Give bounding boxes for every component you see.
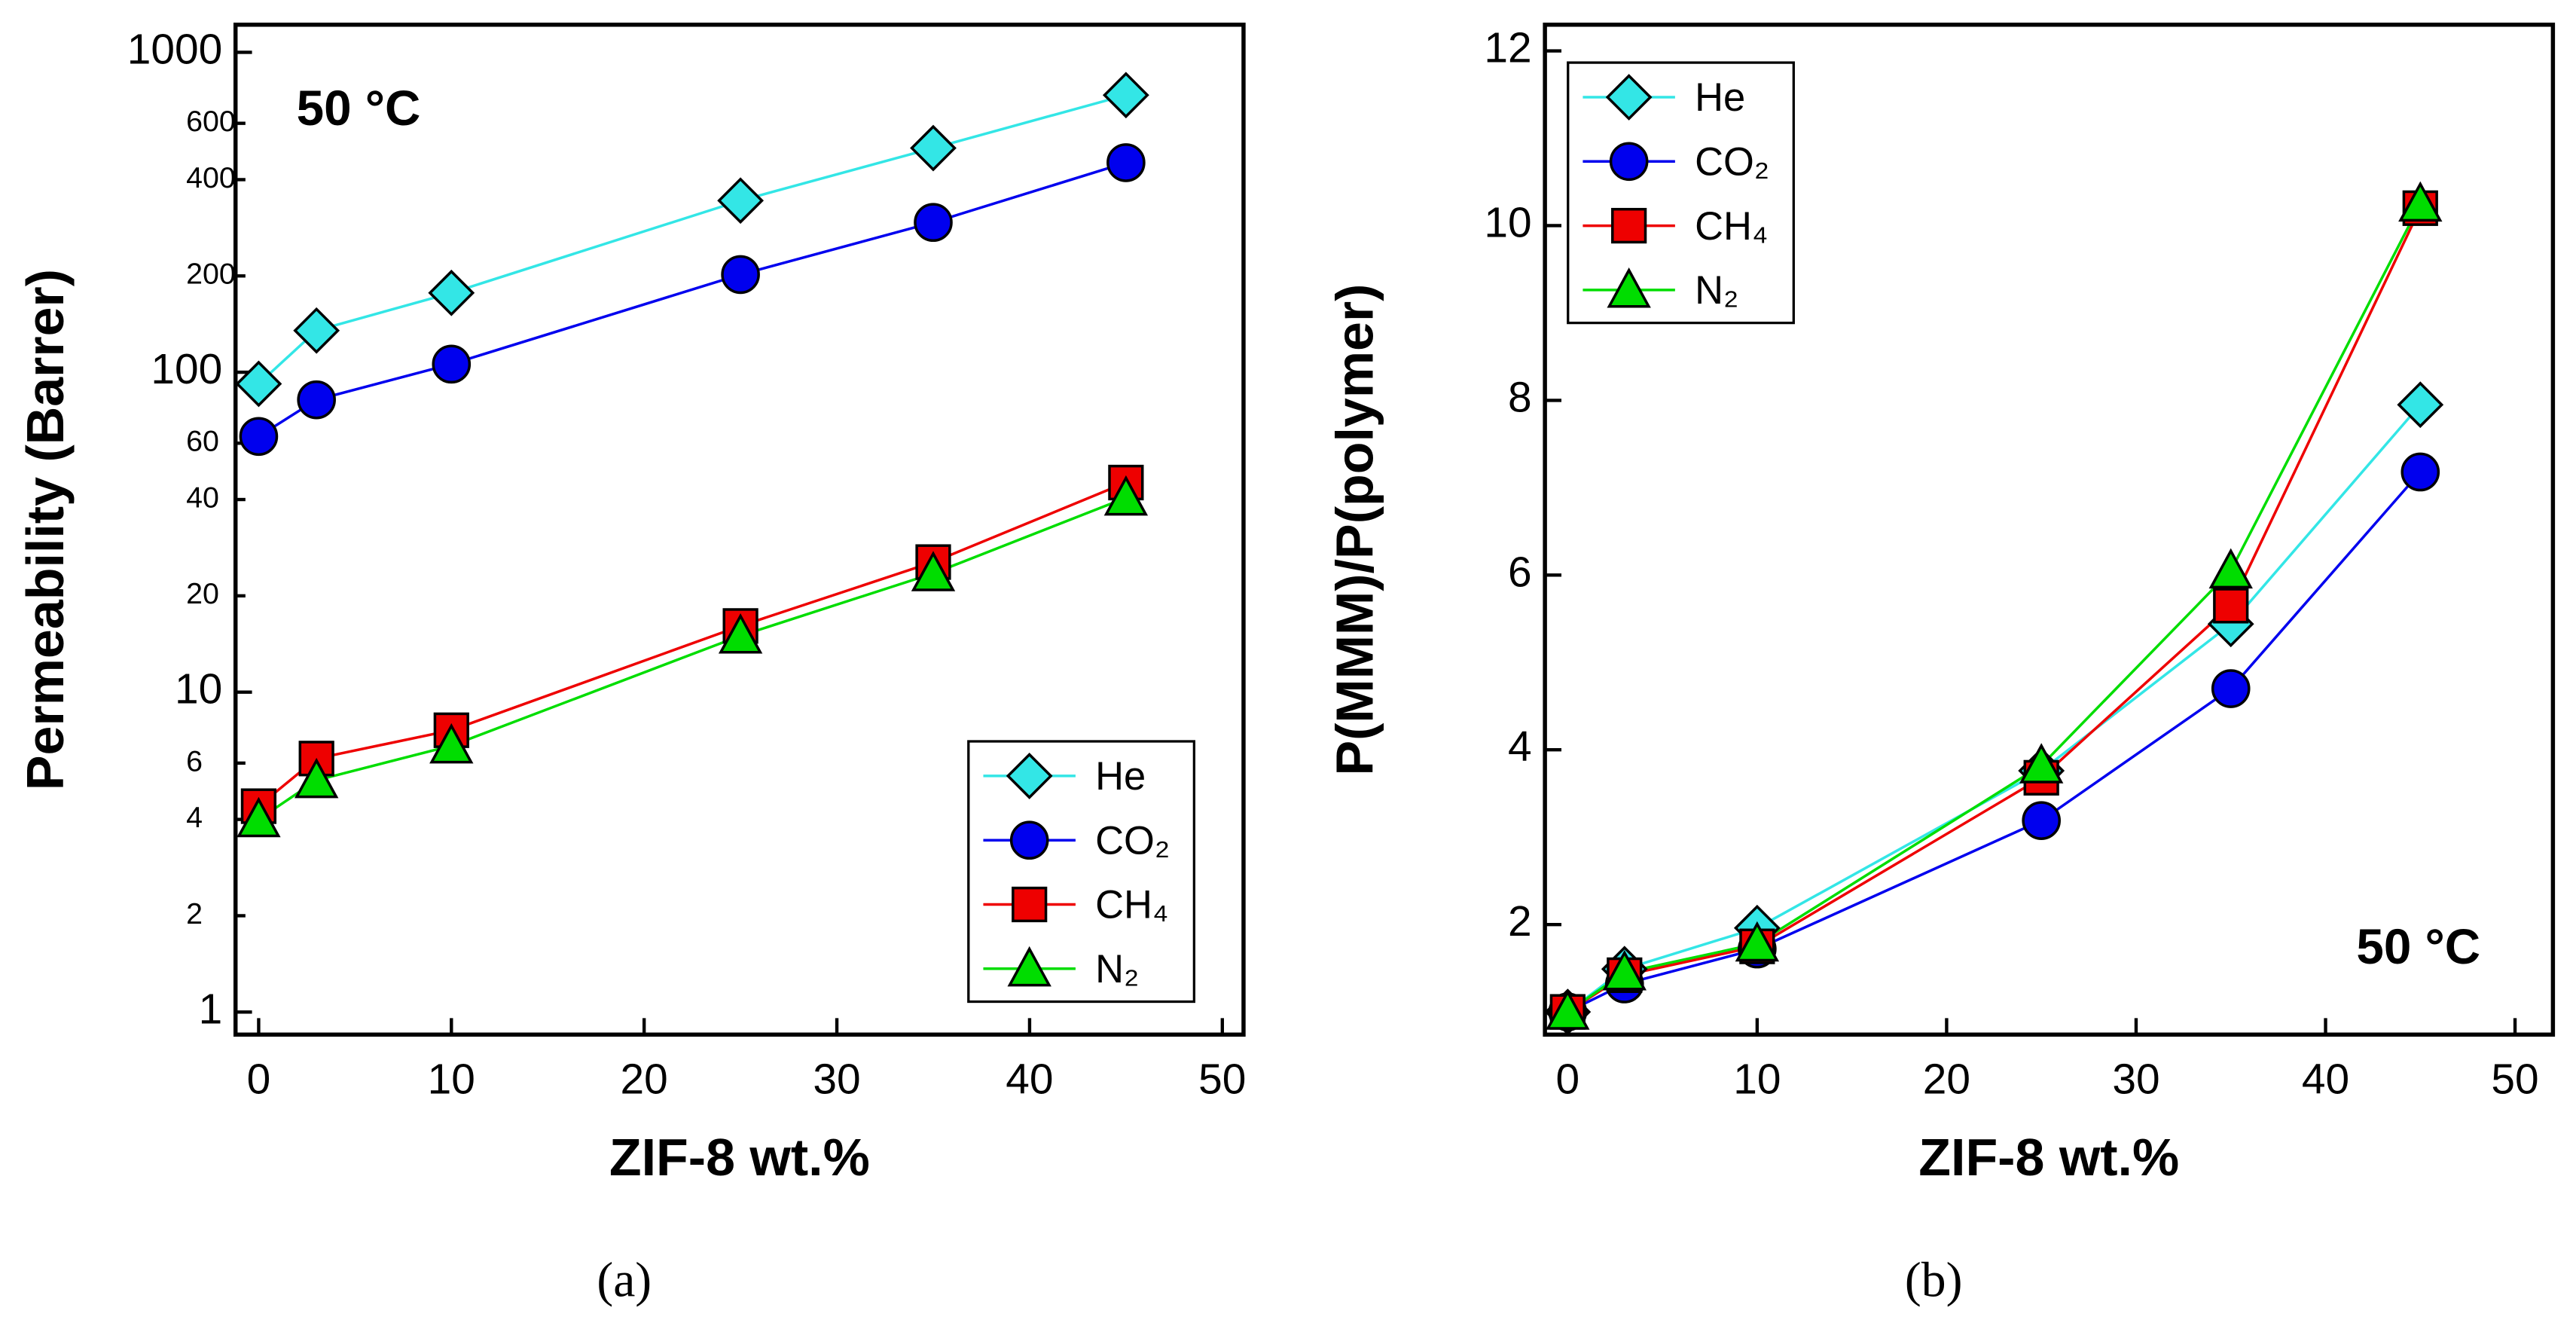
marker xyxy=(1106,143,1146,182)
marker xyxy=(717,177,765,225)
plot-frame xyxy=(1543,23,2556,1037)
marker xyxy=(2213,588,2249,624)
marker xyxy=(1546,989,1590,1030)
marker xyxy=(2022,801,2061,840)
y-tick-label: 10 xyxy=(175,666,222,713)
x-tick-label: 20 xyxy=(621,1056,668,1104)
y-tick-label: 100 xyxy=(151,346,222,393)
marker xyxy=(1012,886,1048,923)
x-tick-label: 30 xyxy=(813,1056,860,1104)
series-line xyxy=(258,93,1127,385)
marker xyxy=(237,796,281,838)
y-tick-label: 200 xyxy=(186,258,236,291)
marker xyxy=(293,307,340,354)
y-tick-label: 20 xyxy=(186,577,219,610)
y-tick-label: 4 xyxy=(186,801,203,834)
marker xyxy=(1605,74,1653,121)
x-tick-label: 20 xyxy=(1923,1056,1970,1104)
marker xyxy=(914,203,953,243)
marker xyxy=(235,360,282,408)
legend-label: N₂ xyxy=(1095,947,1139,991)
legend-label: He xyxy=(1095,754,1146,799)
marker xyxy=(297,380,336,420)
y-axis-label: Permeability (Barrer) xyxy=(16,269,75,790)
x-tick-label: 50 xyxy=(2491,1056,2538,1104)
x-tick-label: 50 xyxy=(1198,1056,1246,1104)
marker xyxy=(1007,946,1051,987)
legend-label: CO₂ xyxy=(1695,140,1769,185)
annotation: 50 °C xyxy=(2356,919,2480,974)
legend-box xyxy=(1567,61,1795,325)
marker xyxy=(1006,753,1053,799)
x-tick-label: 10 xyxy=(428,1056,475,1104)
marker xyxy=(910,124,957,172)
y-tick-label: 2 xyxy=(1508,898,1532,946)
legend-box xyxy=(967,740,1195,1004)
legend-label: CO₂ xyxy=(1095,818,1170,863)
marker xyxy=(428,269,475,316)
marker xyxy=(1611,207,1647,244)
series-line xyxy=(258,161,1127,438)
marker xyxy=(1009,820,1049,860)
y-tick-label: 2 xyxy=(186,897,203,930)
y-tick-label: 12 xyxy=(1484,25,1531,72)
legend-label: N₂ xyxy=(1695,268,1738,313)
x-tick-label: 30 xyxy=(2112,1056,2159,1104)
caption: (a) xyxy=(597,1254,652,1308)
marker xyxy=(239,417,279,457)
annotation: 50 °C xyxy=(297,81,421,136)
caption: (b) xyxy=(1905,1254,1962,1308)
y-tick-label: 4 xyxy=(1508,723,1532,771)
marker xyxy=(2397,381,2444,429)
y-tick-label: 6 xyxy=(1508,548,1532,596)
plot-frame xyxy=(233,23,1246,1037)
y-tick-label: 10 xyxy=(1484,200,1531,247)
marker xyxy=(1609,142,1649,182)
marker xyxy=(1103,475,1149,516)
y-tick-label: 1000 xyxy=(127,26,222,73)
marker xyxy=(718,613,763,654)
x-tick-label: 10 xyxy=(1733,1056,1781,1104)
y-tick-label: 400 xyxy=(186,161,236,194)
y-tick-label: 600 xyxy=(186,105,236,138)
y-tick-label: 60 xyxy=(186,425,219,458)
marker xyxy=(429,723,474,764)
marker xyxy=(911,551,956,591)
y-tick-label: 6 xyxy=(186,744,203,778)
marker xyxy=(2401,452,2440,492)
x-tick-label: 0 xyxy=(247,1056,271,1104)
marker xyxy=(1102,72,1149,119)
marker xyxy=(2019,743,2064,784)
x-axis-label: ZIF-8 wt.% xyxy=(1918,1128,2179,1187)
legend-label: CH₄ xyxy=(1095,883,1168,927)
marker xyxy=(2208,548,2253,589)
marker xyxy=(2211,669,2251,708)
marker xyxy=(432,344,472,384)
series-line xyxy=(1567,207,2422,1013)
y-tick-label: 40 xyxy=(186,481,219,514)
x-tick-label: 40 xyxy=(1006,1056,1053,1104)
marker xyxy=(2398,181,2443,222)
y-axis-label: P(MMM)/P(polymer) xyxy=(1326,284,1384,776)
y-tick-label: 8 xyxy=(1508,374,1532,421)
marker xyxy=(1735,921,1780,962)
x-tick-label: 40 xyxy=(2302,1056,2349,1104)
legend-label: CH₄ xyxy=(1695,204,1768,249)
x-axis-label: ZIF-8 wt.% xyxy=(609,1128,870,1187)
x-tick-label: 0 xyxy=(1555,1056,1579,1104)
series-line xyxy=(1567,203,2422,1013)
marker xyxy=(294,757,339,799)
marker xyxy=(721,255,760,295)
y-tick-label: 1 xyxy=(199,985,223,1033)
marker xyxy=(1602,950,1647,991)
marker xyxy=(1607,267,1651,308)
legend-label: He xyxy=(1695,75,1745,120)
series-line xyxy=(1567,404,2422,1013)
